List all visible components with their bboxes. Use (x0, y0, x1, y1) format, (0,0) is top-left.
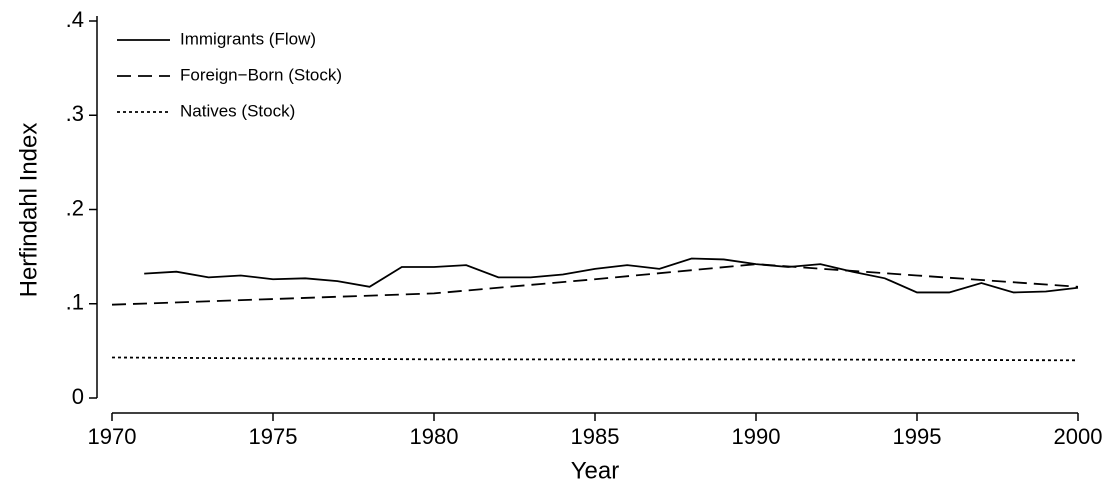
legend-label: Foreign−Born (Stock) (180, 65, 342, 84)
y-tick-label: .4 (66, 7, 84, 32)
x-tick-label: 1970 (88, 424, 137, 449)
y-axis-title: Herfindahl Index (15, 123, 42, 298)
x-tick-label: 1985 (571, 424, 620, 449)
x-tick-label: 1995 (893, 424, 942, 449)
x-tick-label: 1980 (410, 424, 459, 449)
x-axis-title: Year (571, 457, 620, 484)
y-tick-label: .2 (66, 195, 84, 220)
y-tick-label: .1 (66, 290, 84, 315)
y-tick-label: .3 (66, 101, 84, 126)
series-line (111, 356, 1079, 362)
legend-label: Natives (Stock) (180, 101, 295, 120)
y-tick-label: 0 (72, 384, 84, 409)
series-line (111, 263, 1079, 306)
x-tick-label: 1975 (249, 424, 298, 449)
x-tick-label: 1990 (732, 424, 781, 449)
series-line (144, 257, 1079, 294)
x-tick-label: 2000 (1054, 424, 1103, 449)
legend-label: Immigrants (Flow) (180, 29, 316, 48)
